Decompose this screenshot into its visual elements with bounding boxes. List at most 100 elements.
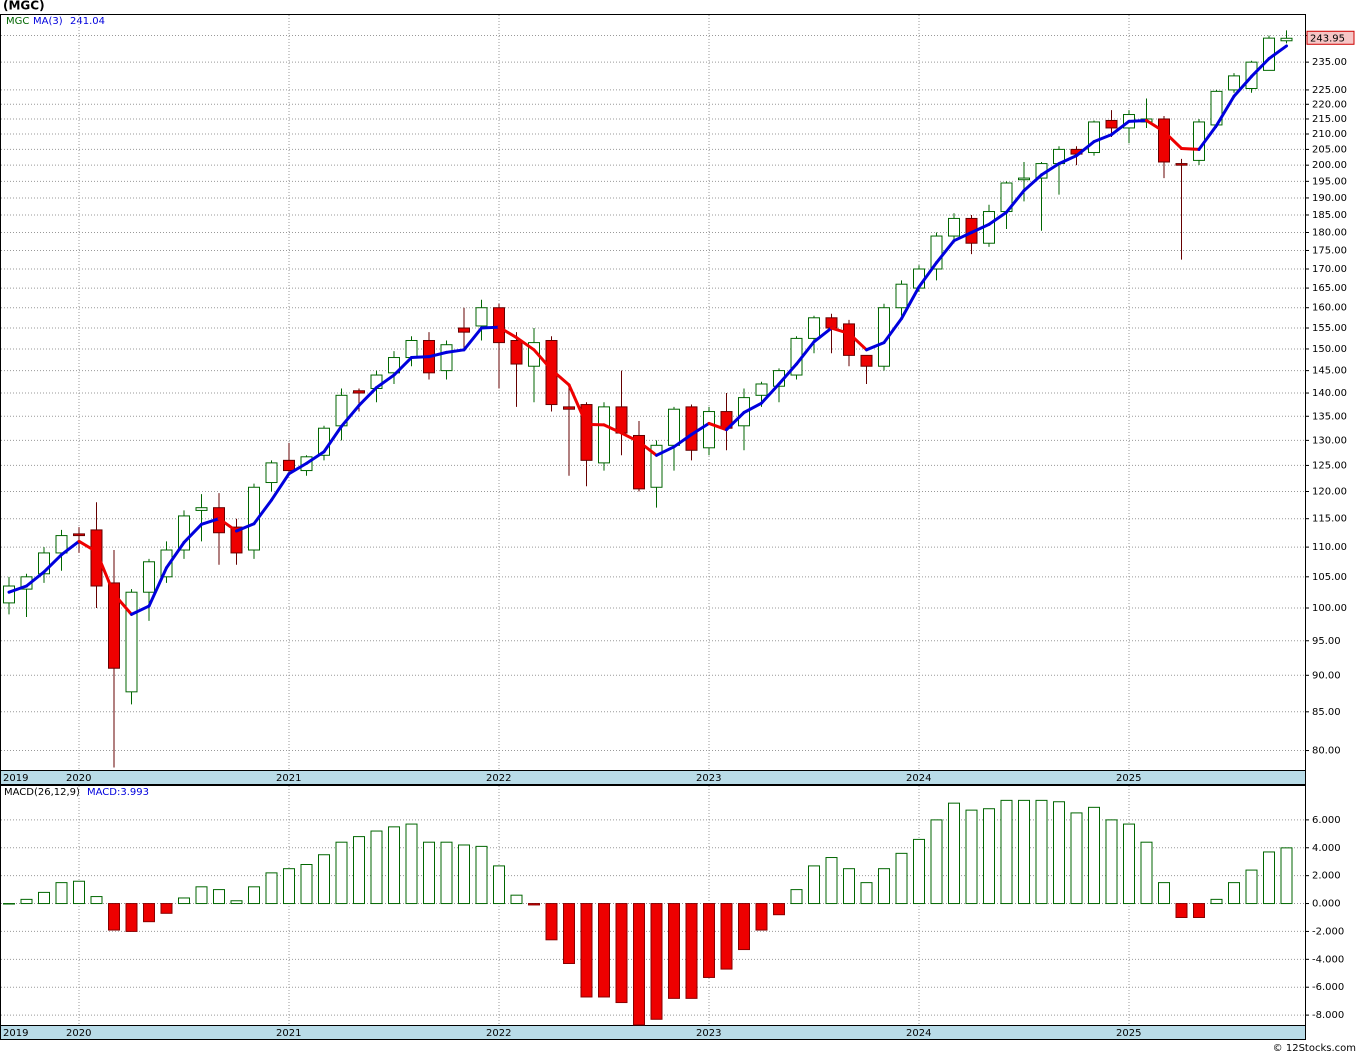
y-tick-label: 170.00 xyxy=(1312,264,1347,275)
macd-bar xyxy=(248,886,260,905)
date-band xyxy=(0,1025,1306,1040)
ma-line xyxy=(25,570,46,588)
macd-bar xyxy=(440,841,453,905)
candle-body xyxy=(755,383,768,396)
ma-line xyxy=(305,450,326,465)
macd-bar xyxy=(913,838,925,905)
macd-bar xyxy=(1105,819,1118,905)
ma-line xyxy=(1145,118,1166,134)
candle-body xyxy=(265,462,278,484)
x-tick-label: 2020 xyxy=(66,773,91,784)
ma-line xyxy=(1162,130,1183,150)
ma-line xyxy=(1092,133,1113,144)
macd-bar xyxy=(213,889,225,905)
ma-line xyxy=(987,210,1008,226)
macd-bar xyxy=(615,903,628,1004)
ma-line xyxy=(497,325,518,340)
y-tick-label: 115.00 xyxy=(1312,514,1347,525)
y-tick-label: 235.00 xyxy=(1312,57,1347,68)
y-tick-label: 155.00 xyxy=(1312,323,1347,334)
x-tick-label: 2024 xyxy=(906,1028,931,1039)
macd-bar xyxy=(55,882,68,905)
macd-bar xyxy=(738,903,750,951)
x-tick-label: 2019 xyxy=(3,1028,28,1039)
macd-bar xyxy=(230,900,243,905)
ma-line xyxy=(550,368,571,387)
macd-legend: MACD:3.993 xyxy=(87,787,149,798)
candle-body xyxy=(195,507,208,511)
macd-bar xyxy=(38,891,50,905)
ma-line xyxy=(900,285,921,321)
candle-body xyxy=(1018,177,1030,181)
y-tick-label: 185.00 xyxy=(1312,210,1347,221)
macd-bar xyxy=(1280,847,1293,905)
macd-bar xyxy=(720,903,733,970)
ma-line xyxy=(270,472,291,502)
macd-bar xyxy=(965,809,978,905)
macd-bar xyxy=(598,903,610,998)
y-tick-label: 0.000 xyxy=(1312,899,1341,910)
ma-line xyxy=(147,566,168,608)
y-tick-label: 175.00 xyxy=(1312,245,1347,256)
candle-body xyxy=(930,235,943,270)
y-tick-label: 200.00 xyxy=(1312,160,1347,171)
macd-bar xyxy=(510,894,523,905)
y-tick-label: 130.00 xyxy=(1312,435,1347,446)
macd-bar xyxy=(405,823,418,905)
ma-line xyxy=(1057,154,1078,166)
macd-bar xyxy=(563,903,575,965)
y-tick-label: 100.00 xyxy=(1312,603,1347,614)
ma-line xyxy=(60,539,81,557)
ma-line xyxy=(655,445,676,457)
macd-bar xyxy=(948,802,960,905)
ma-line xyxy=(1215,94,1236,128)
y-tick-label: 190.00 xyxy=(1312,193,1347,204)
y-tick-label: 85.00 xyxy=(1312,707,1341,718)
ma-line xyxy=(375,373,396,390)
candle-body xyxy=(3,585,15,604)
y-tick-label: 95.00 xyxy=(1312,636,1341,647)
macd-title: MACD(26,12,9) xyxy=(4,787,80,798)
candle-body xyxy=(178,515,190,551)
macd-bar xyxy=(1228,882,1240,905)
ma-line xyxy=(462,326,483,352)
candle-body xyxy=(493,307,505,344)
candle-body xyxy=(405,339,418,359)
macd-bar xyxy=(423,841,435,905)
macd-bar xyxy=(493,865,505,905)
candle-body xyxy=(510,339,523,365)
macd-bar xyxy=(265,872,278,905)
macd-bar xyxy=(318,854,330,905)
legend-symbol: MGC xyxy=(6,16,29,27)
ma-line xyxy=(252,498,273,526)
y-tick-label: 180.00 xyxy=(1312,227,1347,238)
ma-line xyxy=(7,584,28,594)
y-tick-label: -6.000 xyxy=(1312,982,1344,993)
ma-line xyxy=(322,424,343,454)
y-tick-label: 160.00 xyxy=(1312,303,1347,314)
candle-body xyxy=(895,283,908,309)
ma-line xyxy=(515,336,536,352)
macd-bar xyxy=(580,903,593,998)
x-tick-label: 2022 xyxy=(486,1028,511,1039)
y-tick-label: 215.00 xyxy=(1312,114,1347,125)
candle-body xyxy=(283,459,295,472)
macd-bar xyxy=(195,886,208,905)
macd-bar xyxy=(825,857,838,905)
ma-line xyxy=(427,350,448,359)
macd-bar xyxy=(73,880,85,905)
ma-line xyxy=(182,522,203,544)
ma-line xyxy=(77,539,98,554)
ma-line xyxy=(1022,173,1043,193)
macd-bar xyxy=(668,903,680,999)
ma-line xyxy=(357,386,378,407)
macd-bar xyxy=(1035,799,1048,905)
macd-bar xyxy=(1070,812,1083,905)
y-tick-label: 80.00 xyxy=(1312,746,1341,757)
macd-bar xyxy=(773,903,785,916)
ma-line xyxy=(217,517,238,533)
legend-ma: MA(3) xyxy=(33,16,63,27)
macd-bar xyxy=(90,896,103,905)
ma-line xyxy=(112,592,133,616)
